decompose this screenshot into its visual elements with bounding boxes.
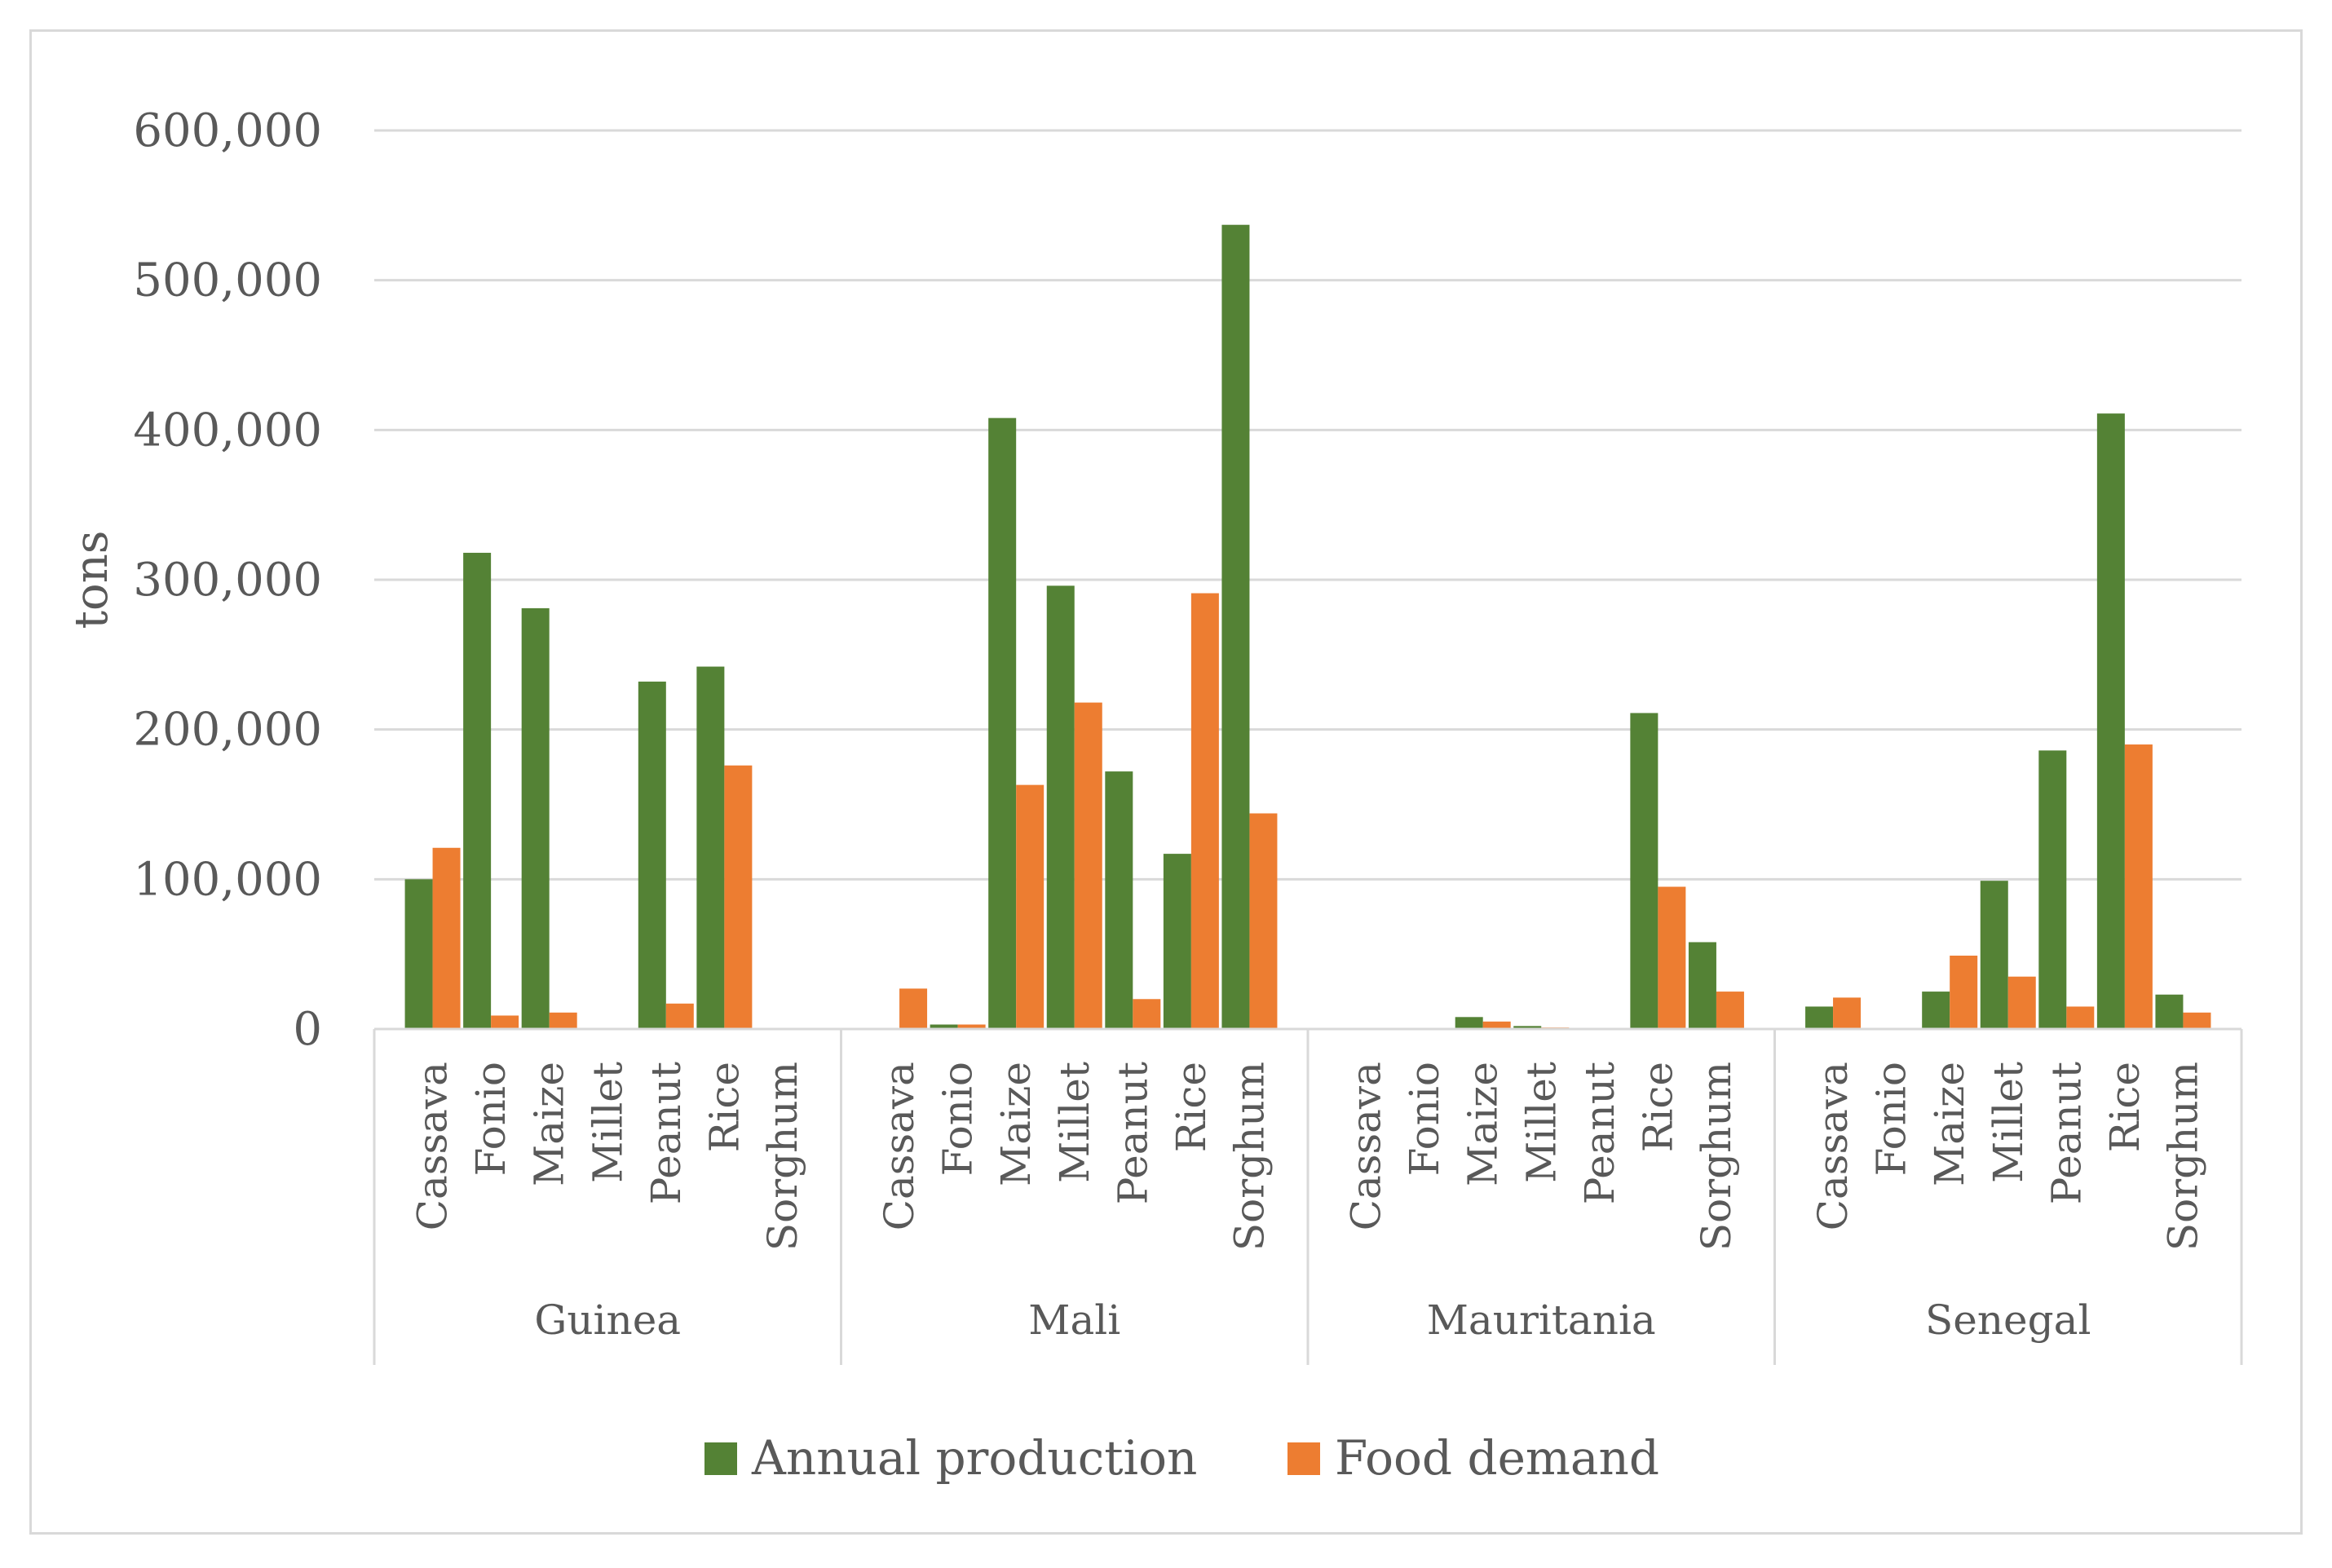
bar-food-demand-senegal-peanut xyxy=(2066,1006,2095,1029)
bar-annual-production-senegal-maize xyxy=(1922,992,1950,1029)
y-tick-label: 100,000 xyxy=(133,853,322,906)
y-tick-label: 400,000 xyxy=(133,404,322,457)
bar-annual-production-mali-sorghum xyxy=(1221,224,1250,1029)
bar-food-demand-mali-millet xyxy=(1074,702,1102,1029)
bar-food-demand-senegal-rice xyxy=(2124,744,2153,1029)
bar-annual-production-guinea-cassava xyxy=(404,879,433,1029)
legend: Annual production Food demand xyxy=(704,1430,1659,1486)
category-label-mauritania-millet: Millet xyxy=(1517,1062,1565,1183)
bar-annual-production-mali-rice xyxy=(1163,854,1191,1029)
group-labels: Guinea Mali Mauritania Senegal xyxy=(534,1296,2091,1344)
category-label-guinea-sorghum: Sorghum xyxy=(759,1062,806,1251)
category-label-guinea-maize: Maize xyxy=(526,1062,573,1186)
legend-swatch-annual-production xyxy=(704,1442,737,1475)
bar-annual-production-mauritania-millet xyxy=(1513,1026,1542,1029)
bar-annual-production-mauritania-sorghum xyxy=(1688,942,1716,1029)
group-label-mauritania: Mauritania xyxy=(1427,1296,1656,1344)
bar-annual-production-mali-peanut xyxy=(1105,771,1133,1029)
bar-annual-production-guinea-maize xyxy=(521,607,550,1029)
bar-food-demand-guinea-rice xyxy=(724,765,753,1029)
category-label-guinea-peanut: Peanut xyxy=(643,1062,690,1204)
category-label-mauritania-sorghum: Sorghum xyxy=(1693,1062,1740,1251)
group-label-mali: Mali xyxy=(1028,1296,1120,1344)
bar-food-demand-mauritania-maize xyxy=(1482,1021,1511,1029)
category-label-senegal-maize: Maize xyxy=(1926,1062,1973,1186)
category-label-mali-cassava: Cassava xyxy=(876,1062,923,1230)
bar-food-demand-mali-peanut xyxy=(1133,999,1161,1029)
category-label-guinea-fonio: Fonio xyxy=(467,1062,515,1176)
y-tick-label: 300,000 xyxy=(133,554,322,607)
y-axis-label: tons xyxy=(65,530,118,629)
bar-food-demand-senegal-cassava xyxy=(1833,997,1862,1029)
bar-food-demand-guinea-maize xyxy=(549,1012,577,1029)
category-label-senegal-peanut: Peanut xyxy=(2043,1062,2090,1204)
category-label-guinea-cassava: Cassava xyxy=(409,1062,457,1230)
bar-food-demand-mali-rice xyxy=(1190,593,1219,1029)
legend-label-annual-production: Annual production xyxy=(751,1430,1197,1486)
bar-annual-production-mauritania-maize xyxy=(1455,1017,1483,1029)
bar-annual-production-mali-millet xyxy=(1046,585,1075,1029)
bar-annual-production-senegal-rice xyxy=(2096,413,2125,1029)
bar-food-demand-senegal-maize xyxy=(1950,956,1978,1029)
bar-annual-production-mali-maize xyxy=(988,417,1017,1029)
bar-annual-production-guinea-rice xyxy=(696,666,725,1029)
category-label-mali-maize: Maize xyxy=(992,1062,1040,1186)
bar-food-demand-guinea-peanut xyxy=(665,1003,694,1029)
y-tick-label: 500,000 xyxy=(133,254,322,307)
bar-food-demand-mali-sorghum xyxy=(1249,813,1278,1029)
bar-annual-production-mali-fonio xyxy=(930,1024,958,1029)
group-label-senegal: Senegal xyxy=(1925,1296,2091,1344)
category-label-senegal-rice: Rice xyxy=(2101,1062,2149,1152)
bar-annual-production-senegal-sorghum xyxy=(2155,994,2184,1029)
bar-annual-production-senegal-cassava xyxy=(1805,1006,1834,1029)
bar-food-demand-mauritania-rice xyxy=(1658,886,1686,1029)
category-label-senegal-cassava: Cassava xyxy=(1809,1062,1857,1230)
bar-food-demand-mali-fonio xyxy=(957,1024,986,1029)
gridlines xyxy=(374,129,2241,1031)
bar-food-demand-senegal-sorghum xyxy=(2183,1012,2211,1029)
category-label-mali-peanut: Peanut xyxy=(1109,1062,1156,1204)
category-label-senegal-sorghum: Sorghum xyxy=(2159,1062,2206,1251)
category-label-mali-rice: Rice xyxy=(1168,1062,1215,1152)
bar-annual-production-guinea-fonio xyxy=(463,552,492,1029)
group-label-guinea: Guinea xyxy=(534,1296,681,1344)
category-label-mali-millet: Millet xyxy=(1051,1062,1098,1183)
chart-frame: 0 100,000 200,000 300,000 400,000 500,000 600,… xyxy=(29,29,2303,1535)
legend-label-food-demand: Food demand xyxy=(1335,1430,1659,1486)
category-label-senegal-millet: Millet xyxy=(1985,1062,2032,1183)
category-label-mauritania-fonio: Fonio xyxy=(1401,1062,1448,1176)
bar-food-demand-mali-cassava xyxy=(899,988,928,1029)
bar-annual-production-senegal-peanut xyxy=(2038,750,2067,1029)
bar-chart: 0 100,000 200,000 300,000 400,000 500,000 600,… xyxy=(65,104,2243,1486)
bars xyxy=(404,224,2211,1029)
bar-annual-production-guinea-peanut xyxy=(638,681,666,1029)
category-label-mauritania-cassava: Cassava xyxy=(1343,1062,1390,1230)
legend-swatch-food-demand xyxy=(1287,1442,1320,1475)
bar-food-demand-guinea-cassava xyxy=(432,847,461,1029)
category-label-mauritania-rice: Rice xyxy=(1634,1062,1681,1152)
y-tick-label: 0 xyxy=(293,1003,322,1056)
category-label-mauritania-maize: Maize xyxy=(1460,1062,1507,1186)
category-labels: Cassava Fonio Maize Millet Peanut Rice Sorghum… xyxy=(409,1062,2207,1251)
y-axis-ticks: 0 100,000 200,000 300,000 400,000 500,000 600,… xyxy=(133,104,322,1056)
category-label-senegal-fonio: Fonio xyxy=(1868,1062,1915,1176)
y-tick-label: 200,000 xyxy=(133,704,322,757)
category-label-mali-fonio: Fonio xyxy=(934,1062,982,1176)
category-label-mali-sorghum: Sorghum xyxy=(1226,1062,1273,1251)
bar-food-demand-mali-maize xyxy=(1016,784,1045,1029)
bar-annual-production-senegal-millet xyxy=(1980,881,2008,1029)
category-label-mauritania-peanut: Peanut xyxy=(1576,1062,1623,1204)
bar-food-demand-guinea-fonio xyxy=(491,1015,519,1029)
x-axis xyxy=(373,1027,2243,1365)
category-label-guinea-rice: Rice xyxy=(700,1062,748,1152)
category-label-guinea-millet: Millet xyxy=(584,1062,631,1183)
y-tick-label: 600,000 xyxy=(133,104,322,157)
bar-food-demand-mauritania-sorghum xyxy=(1716,992,1744,1029)
bar-food-demand-senegal-millet xyxy=(2007,976,2036,1029)
bar-annual-production-mauritania-rice xyxy=(1630,713,1658,1029)
